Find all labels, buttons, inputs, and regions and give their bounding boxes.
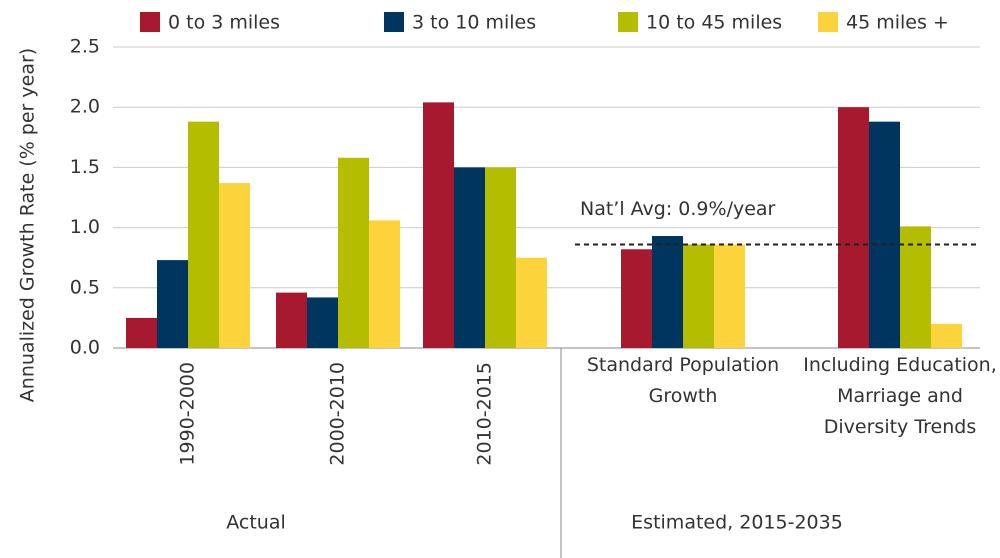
legend-swatch [140, 12, 160, 32]
bar [714, 244, 745, 348]
legend-label: 0 to 3 miles [168, 12, 280, 34]
bar [900, 226, 931, 348]
x-tick-label: Standard Population Growth [586, 354, 780, 407]
x-tick-label: 2000-2010 [327, 362, 349, 466]
legend-swatch [618, 12, 638, 32]
bar [188, 121, 219, 348]
bar [838, 107, 869, 348]
bar [485, 167, 516, 348]
legend-swatch [818, 12, 838, 32]
legend-label: 10 to 45 miles [646, 12, 782, 34]
bar [931, 323, 962, 348]
legend-label: 3 to 10 miles [412, 12, 536, 34]
bar [307, 297, 338, 348]
legend-swatch [384, 12, 404, 32]
bar [338, 157, 369, 348]
x-tick-label-box: Including Education, Marriage and Divers… [803, 354, 997, 438]
bar [621, 249, 652, 348]
y-tick-label: 1.0 [70, 216, 100, 238]
x-tick-label: Including Education, Marriage and Divers… [803, 354, 997, 438]
x-tick-label: 2010-2015 [474, 362, 496, 466]
bar [683, 244, 714, 348]
group-label: Estimated, 2015-2035 [631, 512, 843, 534]
group-label: Actual [226, 512, 286, 534]
bar [423, 102, 454, 348]
bar [126, 317, 157, 348]
bar [369, 220, 400, 348]
bar [157, 260, 188, 348]
x-tick-label: 1990-2000 [177, 362, 199, 466]
y-tick-label: 0.5 [70, 276, 100, 298]
bar [219, 183, 250, 348]
bar [454, 167, 485, 348]
y-tick-label: 2.5 [70, 36, 100, 58]
y-axis-title: Annualized Growth Rate (% per year) [17, 48, 39, 402]
y-tick-label: 1.5 [70, 156, 100, 178]
reference-label: Nat’l Avg: 0.9%/year [580, 198, 776, 220]
bar [869, 121, 900, 348]
bar [516, 257, 547, 348]
legend-label: 45 miles + [846, 12, 949, 34]
bar [276, 292, 307, 348]
x-tick-label-box: Standard Population Growth [586, 354, 780, 407]
bar [652, 236, 683, 348]
y-tick-label: 0.0 [70, 337, 100, 359]
y-tick-label: 2.0 [70, 96, 100, 118]
